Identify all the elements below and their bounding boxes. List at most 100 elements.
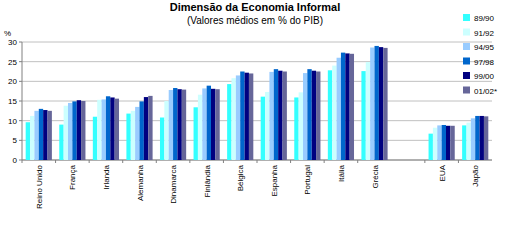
legend-swatch: [463, 58, 470, 65]
bar: [34, 111, 38, 160]
bar: [312, 71, 316, 160]
category-label: Dinamarca: [169, 164, 178, 203]
category-label: Japão: [471, 164, 480, 186]
grid-line: [22, 61, 492, 62]
tick-label: 30: [8, 38, 17, 47]
grid-line: [22, 120, 492, 121]
bar: [345, 53, 349, 160]
bar: [466, 123, 470, 160]
legend-label: 99/00: [474, 72, 495, 81]
bar: [450, 126, 454, 160]
bar: [81, 101, 85, 160]
x-tick: [290, 160, 291, 163]
bar: [269, 72, 273, 160]
tick-label: 20: [8, 77, 17, 86]
bar: [265, 92, 269, 160]
bar: [236, 75, 240, 160]
bar: [370, 48, 374, 160]
bars: [26, 46, 489, 160]
bar: [72, 101, 76, 160]
bar: [366, 62, 370, 160]
x-tick: [22, 160, 23, 163]
category-label: Itália: [337, 164, 346, 181]
bar: [316, 72, 320, 161]
bar: [361, 71, 365, 160]
legend-label: 89/90: [474, 14, 495, 23]
bar: [332, 66, 336, 160]
bar: [173, 88, 177, 160]
bar: [64, 106, 68, 160]
bar: [215, 89, 219, 160]
bar: [48, 111, 52, 160]
category-label: Grécia: [371, 164, 380, 188]
bar: [26, 122, 30, 160]
grid-line: [22, 140, 492, 141]
bar: [350, 54, 354, 160]
bar: [182, 90, 186, 160]
bar: [110, 97, 114, 160]
bar: [68, 103, 72, 160]
bar: [97, 100, 101, 160]
bar: [375, 46, 379, 160]
bar: [437, 125, 441, 160]
bar: [160, 118, 164, 160]
x-tick: [257, 160, 258, 163]
legend-label: 94/95: [474, 43, 495, 52]
x-tick: [424, 160, 425, 163]
x-tick: [324, 160, 325, 163]
grid-line: [22, 81, 492, 82]
category-label: Irlanda: [102, 164, 111, 189]
bar: [39, 109, 43, 160]
bar: [164, 101, 168, 160]
bar: [231, 78, 235, 160]
bar: [59, 125, 63, 160]
category-label: Finlândia: [203, 164, 212, 197]
x-tick: [89, 160, 90, 163]
grid-line: [22, 42, 492, 43]
bar: [106, 96, 110, 160]
bar: [462, 125, 466, 160]
bar: [442, 125, 446, 160]
bar: [202, 88, 206, 160]
bar: [194, 107, 198, 160]
bar: [144, 97, 148, 160]
bar: [383, 48, 387, 160]
category-label: França: [68, 164, 77, 189]
bar: [207, 86, 211, 160]
bar: [299, 92, 303, 160]
category-label: Alemanha: [136, 164, 145, 201]
bar: [148, 96, 152, 160]
bar: [240, 72, 244, 161]
bar: [93, 117, 97, 160]
title: Dimensão da Economia Informal: [170, 1, 341, 13]
legend-swatch: [463, 29, 470, 36]
category-label: Bélgica: [236, 164, 245, 191]
tick-label: 0: [13, 156, 18, 165]
category-label: EUA: [438, 164, 447, 181]
category-label: Portugal: [303, 165, 312, 195]
bar: [274, 69, 278, 160]
legend-label: 97/98: [474, 58, 495, 67]
tick-label: 25: [8, 58, 17, 67]
category-label: Reino Unido: [35, 164, 44, 209]
bar: [433, 128, 437, 160]
legend-swatch: [463, 87, 470, 94]
chart: Dimensão da Economia Informal (Valores mé…: [0, 0, 507, 248]
bar: [480, 116, 484, 160]
grid-line: [22, 101, 492, 102]
bar: [261, 97, 265, 160]
bar: [328, 70, 332, 160]
bar: [307, 69, 311, 160]
bar: [211, 89, 215, 160]
bar: [475, 116, 479, 160]
bar: [294, 97, 298, 160]
bar: [429, 134, 433, 160]
subtitle: (Valores médios em % do PIB): [187, 15, 323, 26]
bar: [102, 99, 106, 160]
legend-label: 01/02*: [474, 87, 497, 96]
bar: [484, 116, 488, 160]
bar: [115, 99, 119, 160]
legend-swatch: [463, 14, 470, 21]
bar: [278, 71, 282, 160]
bar: [471, 118, 475, 160]
